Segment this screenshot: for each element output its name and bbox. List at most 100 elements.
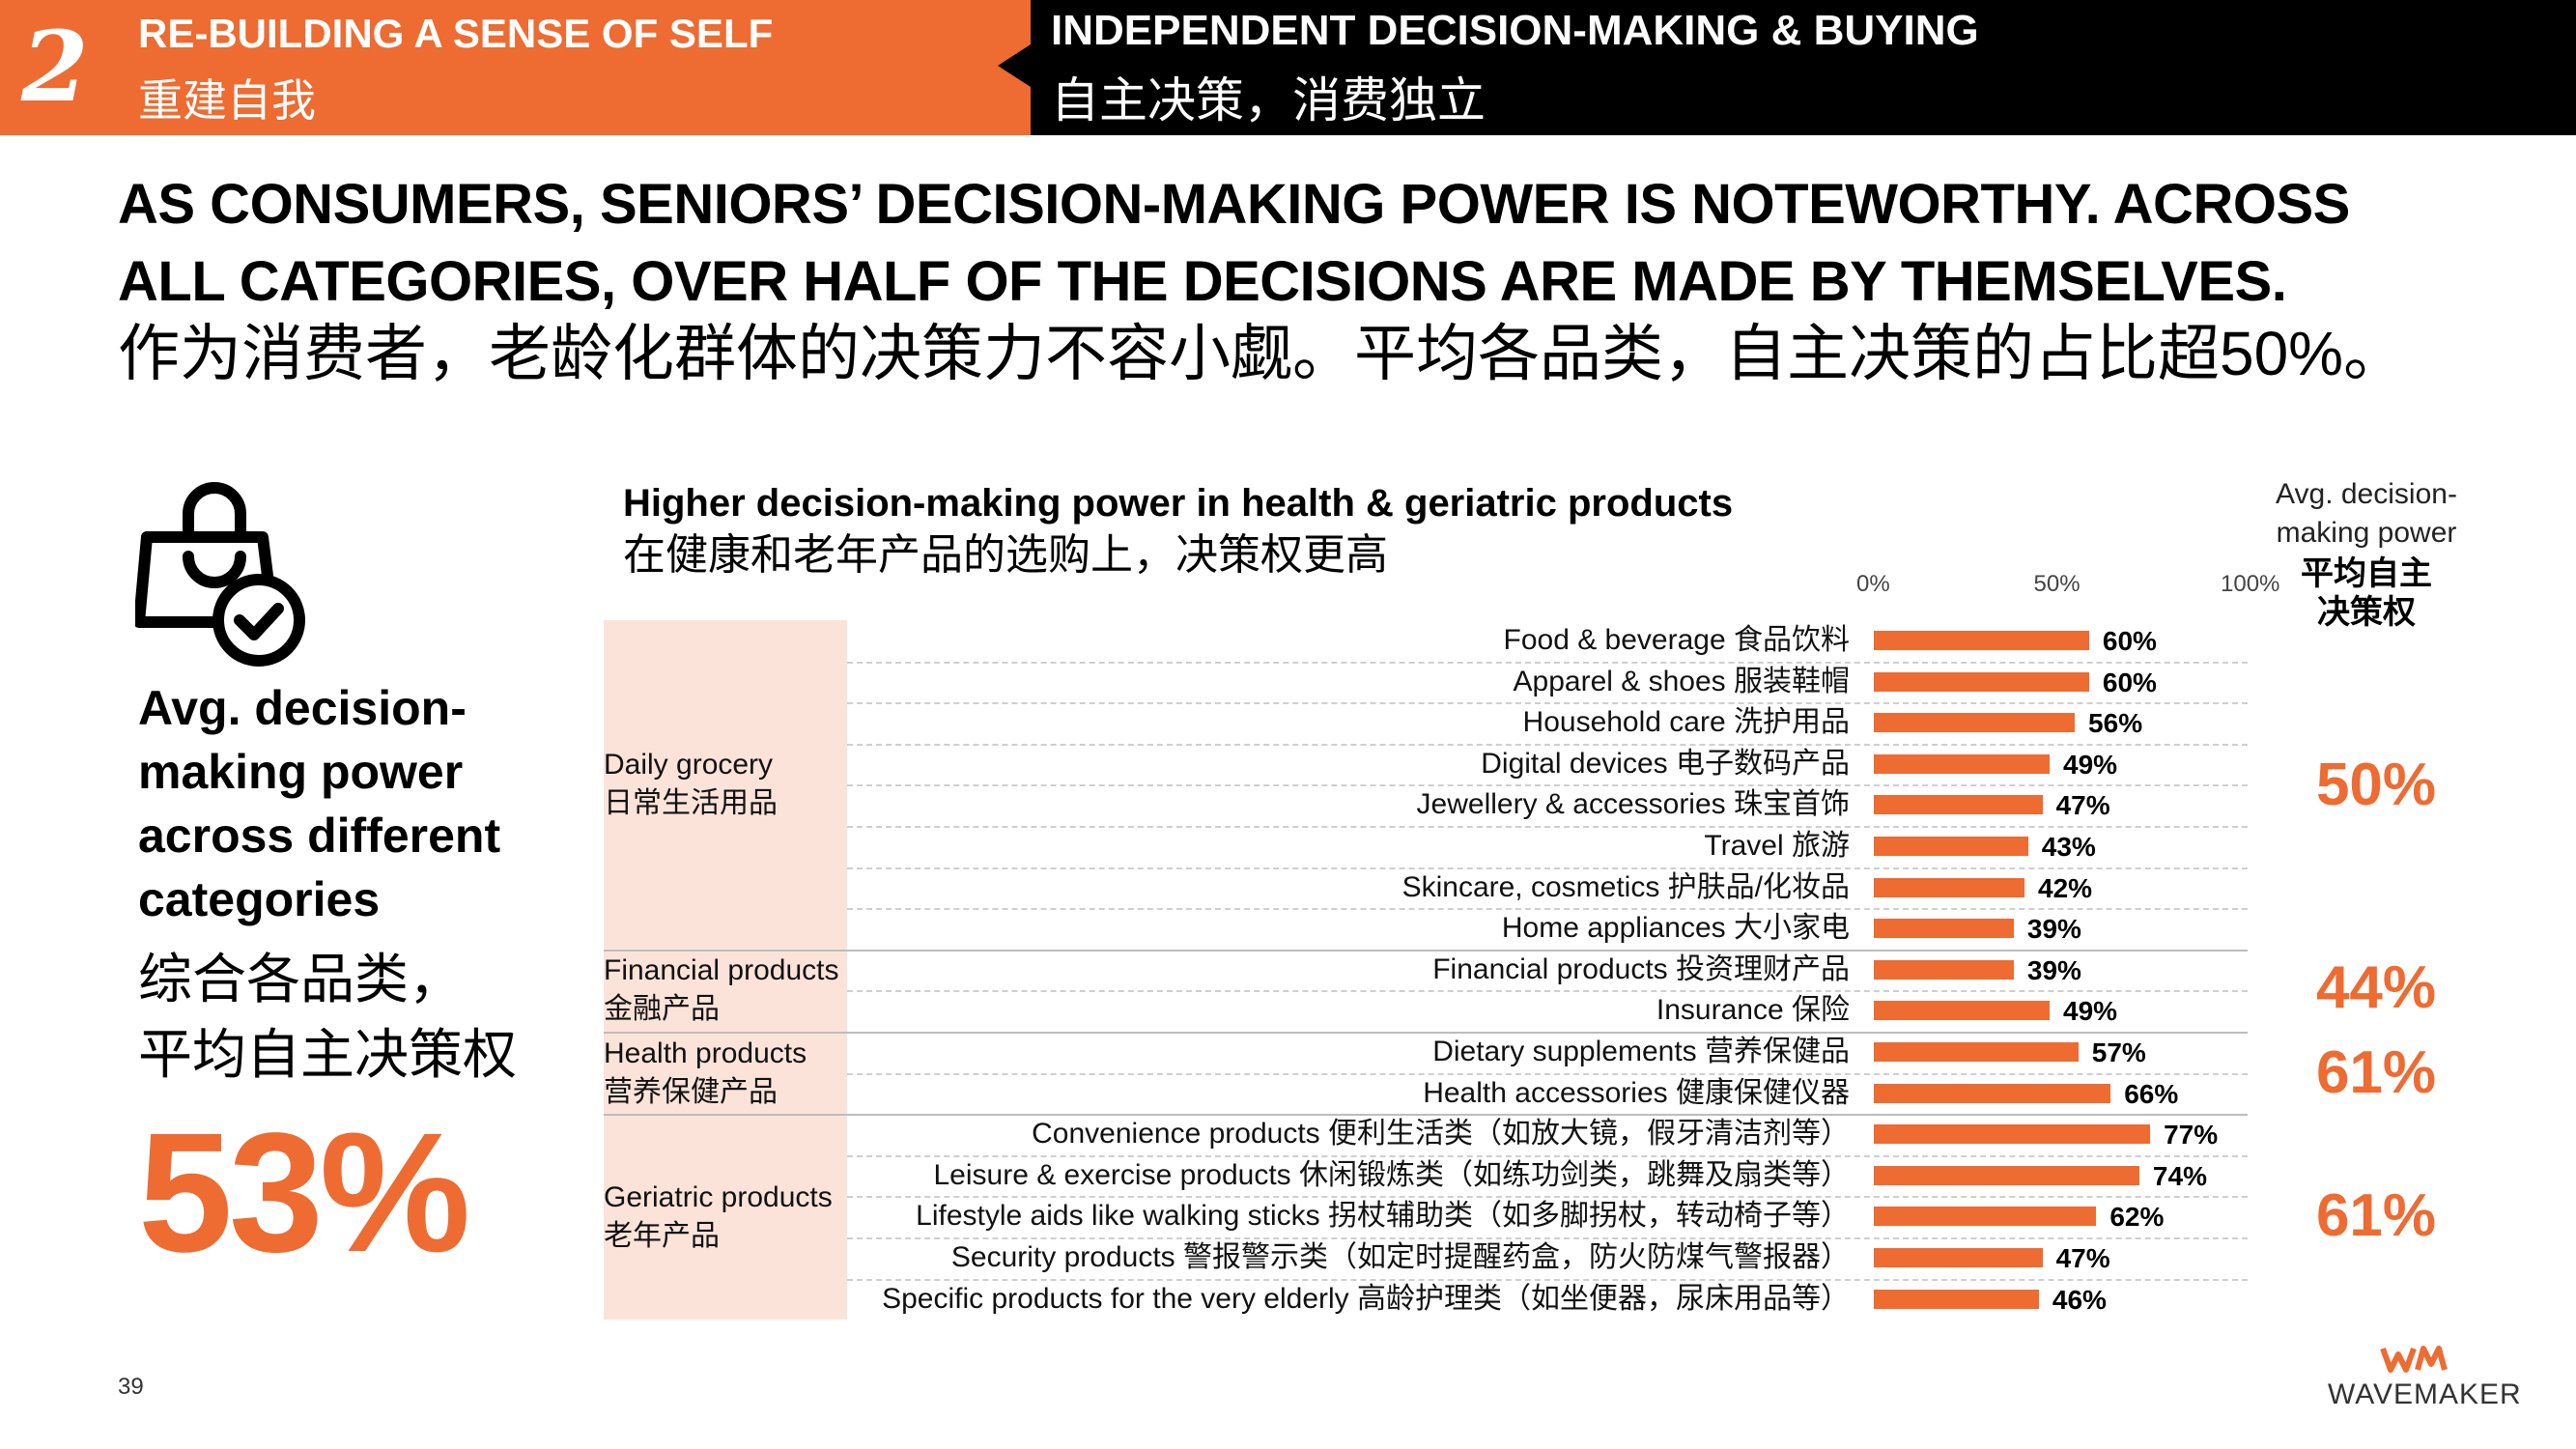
row-divider bbox=[847, 826, 2248, 828]
data-label: 77% bbox=[2164, 1120, 2219, 1151]
bar bbox=[1874, 753, 2051, 774]
category-label: Specific products for the very elderly 高… bbox=[882, 1282, 1850, 1315]
data-label: 66% bbox=[2124, 1078, 2179, 1109]
avg-column-header-en-2: making power bbox=[2276, 517, 2457, 549]
group-label-zh: 金融产品 bbox=[604, 993, 720, 1026]
headline: AS CONSUMERS, SENIORS’ DECISION-MAKING P… bbox=[118, 166, 2552, 390]
category-label: Dietary supplements 营养保健品 bbox=[1432, 1036, 1850, 1067]
category-label: Apparel & shoes 服装鞋帽 bbox=[1513, 665, 1850, 697]
data-label: 49% bbox=[2063, 749, 2118, 780]
row-divider bbox=[847, 1237, 2248, 1239]
bar bbox=[1874, 919, 2014, 939]
bar bbox=[1874, 1248, 2043, 1267]
category-label: Jewellery & accessories 珠宝首饰 bbox=[1416, 788, 1850, 821]
row-divider bbox=[847, 702, 2248, 705]
group-label-en: Daily grocery bbox=[604, 749, 774, 781]
category-label: Insurance 保险 bbox=[1656, 994, 1850, 1027]
group-average-geriatric: 61% bbox=[2315, 1182, 2437, 1249]
bar bbox=[1874, 713, 2076, 733]
group-label-zh: 日常生活用品 bbox=[604, 787, 778, 820]
category-label: Lifestyle aids like walking sticks 拐杖辅助类… bbox=[916, 1200, 1850, 1233]
brand-name: WAVEMAKER bbox=[2328, 1378, 2522, 1410]
category-label: Financial products 投资理财产品 bbox=[1432, 952, 1850, 985]
category-label: Security products 警报警示类（如定时提醒药盒，防火防煤气警报器… bbox=[950, 1241, 1850, 1273]
axis-tick-label: 50% bbox=[2033, 571, 2081, 597]
category-label: Skincare, cosmetics 护肤品/化妆品 bbox=[1401, 870, 1850, 903]
data-label: 47% bbox=[2055, 790, 2110, 821]
category-label: Household care 洗护用品 bbox=[1522, 706, 1850, 739]
left-panel-title: Avg. decision-making power across differ… bbox=[138, 681, 501, 926]
section-number: 2 bbox=[21, 10, 89, 124]
group-label-en: Geriatric products bbox=[604, 1180, 833, 1213]
group-average-daily-grocery: 50% bbox=[2315, 752, 2437, 818]
row-divider bbox=[847, 1154, 2248, 1157]
group-separator bbox=[604, 949, 2248, 952]
bar bbox=[1874, 959, 2014, 980]
group-label-en: Financial products bbox=[604, 954, 839, 987]
bar bbox=[1874, 1124, 2151, 1145]
wavemaker-logo-icon bbox=[2323, 1345, 2516, 1412]
group-band bbox=[604, 1114, 847, 1321]
headline-line-1: AS CONSUMERS, SENIORS’ DECISION-MAKING P… bbox=[118, 173, 2350, 236]
left-panel-title-zh-1: 综合各品类， bbox=[138, 949, 463, 1009]
bar bbox=[1874, 1001, 2051, 1021]
data-label: 57% bbox=[2091, 1037, 2146, 1067]
data-label: 42% bbox=[2038, 872, 2093, 903]
category-label: Digital devices 电子数码产品 bbox=[1481, 747, 1850, 780]
row-divider bbox=[847, 867, 2248, 869]
bar bbox=[1874, 1207, 2097, 1227]
row-divider bbox=[847, 908, 2248, 911]
data-label: 49% bbox=[2063, 996, 2118, 1027]
data-label: 39% bbox=[2026, 954, 2081, 985]
row-divider bbox=[847, 1196, 2248, 1199]
bar bbox=[1874, 1042, 2079, 1062]
group-separator bbox=[604, 1032, 2248, 1034]
bar bbox=[1874, 1289, 2039, 1309]
left-panel-title-zh: 综合各品类， 平均自主决策权 bbox=[138, 942, 582, 1093]
avg-column-header-en-1: Avg. decision- bbox=[2276, 478, 2457, 510]
axis-tick-label: 0% bbox=[1856, 571, 1890, 597]
group-band bbox=[604, 620, 847, 950]
bar bbox=[1874, 795, 2043, 815]
group-label-zh: 老年产品 bbox=[604, 1219, 720, 1252]
bar bbox=[1874, 1083, 2111, 1103]
bar bbox=[1874, 837, 2028, 856]
data-label: 43% bbox=[2041, 832, 2096, 862]
left-panel-title-zh-2: 平均自主决策权 bbox=[138, 1024, 517, 1085]
section-title-zh: 重建自我 bbox=[138, 75, 316, 126]
row-divider bbox=[847, 1278, 2248, 1281]
row-divider bbox=[847, 661, 2248, 664]
header-section-band bbox=[0, 0, 1031, 135]
avg-column-header-en: Avg. decision- making power bbox=[2260, 475, 2473, 553]
avg-column-header-zh-2: 决策权 bbox=[2317, 594, 2416, 631]
group-band bbox=[604, 949, 847, 1032]
data-label: 74% bbox=[2152, 1160, 2207, 1191]
topic-title-zh: 自主决策，消费独立 bbox=[1051, 73, 1486, 128]
data-label: 56% bbox=[2088, 708, 2143, 739]
data-label: 62% bbox=[2109, 1202, 2165, 1233]
category-label: Travel 旅游 bbox=[1704, 830, 1850, 862]
data-label: 60% bbox=[2102, 626, 2157, 656]
data-label: 46% bbox=[2052, 1284, 2107, 1315]
row-divider bbox=[847, 743, 2248, 746]
row-divider bbox=[847, 1072, 2248, 1075]
category-label: Home appliances 大小家电 bbox=[1501, 912, 1850, 945]
category-label: Convenience products 便利生活类（如放大镜，假牙清洁剂等） bbox=[1032, 1118, 1850, 1151]
bar bbox=[1874, 671, 2089, 692]
section-title-en: RE-BUILDING A SENSE OF SELF bbox=[138, 11, 774, 56]
headline-line-2: ALL CATEGORIES, OVER HALF OF THE DECISIO… bbox=[118, 250, 2287, 313]
category-label: Health accessories 健康保健仪器 bbox=[1423, 1076, 1850, 1109]
bar bbox=[1874, 631, 2089, 650]
headline-zh: 作为消费者，老龄化群体的决策力不容小觑。平均各品类，自主决策的占比超50%。 bbox=[118, 319, 2406, 388]
group-average-health: 61% bbox=[2315, 1039, 2437, 1106]
overall-average-value: 53% bbox=[138, 1098, 470, 1288]
shopping-bag-check-icon bbox=[133, 477, 309, 667]
axis-tick-label: 100% bbox=[2221, 571, 2280, 597]
header-topic-band bbox=[1031, 0, 2576, 135]
group-separator bbox=[604, 1114, 2248, 1117]
group-label-en: Health products bbox=[604, 1037, 807, 1069]
avg-column-header-zh-1: 平均自主 bbox=[2301, 555, 2432, 592]
row-divider bbox=[847, 990, 2248, 993]
data-label: 60% bbox=[2102, 667, 2157, 697]
bar bbox=[1874, 877, 2025, 897]
